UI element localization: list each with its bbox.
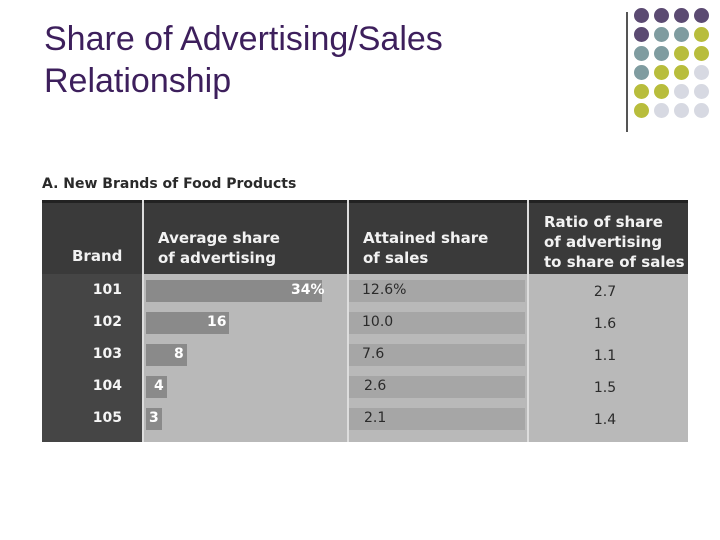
sales-share-value: 2.1: [364, 410, 387, 426]
decorative-dot: [674, 103, 689, 118]
header-adv-line: of advertising: [158, 249, 277, 267]
advertising-share-bar: [146, 376, 167, 398]
sales-share-cell: [349, 312, 525, 334]
decorative-dot: [654, 46, 669, 61]
advertising-share-label: 34%: [291, 282, 325, 298]
column-divider: [527, 200, 529, 442]
header-brand-text: Brand: [72, 247, 123, 265]
header-sales-line: Attained share: [363, 229, 489, 247]
header-adv-line: Average share: [158, 229, 280, 247]
header-advertising-share: Average share of advertising: [158, 228, 280, 268]
decorative-dot: [634, 46, 649, 61]
decorative-dot: [654, 27, 669, 42]
sales-share-value: 2.6: [364, 378, 387, 394]
decorative-dot-grid: [634, 8, 718, 124]
sales-share-value: 12.6%: [362, 282, 407, 298]
ratio-value: 1.6: [593, 316, 617, 332]
decorative-dot: [674, 65, 689, 80]
decorative-dot: [694, 27, 709, 42]
decorative-dot: [694, 46, 709, 61]
decorative-dot: [674, 8, 689, 23]
decorative-dot: [654, 65, 669, 80]
advertising-share-label: 16: [207, 314, 227, 330]
ratio-value: 2.7: [593, 284, 617, 300]
decorative-dot: [634, 103, 649, 118]
decorative-dot: [634, 8, 649, 23]
decorative-dot: [634, 27, 649, 42]
sales-share-cell: [349, 376, 525, 398]
decorative-dot: [654, 84, 669, 99]
column-divider: [142, 200, 144, 442]
header-brand: Brand: [72, 246, 122, 266]
header-ratio-line: Ratio of share: [544, 213, 663, 231]
header-sales-line: of sales: [363, 249, 429, 267]
advertising-share-label: 3: [149, 410, 159, 426]
header-ratio: Ratio of share of advertising to share o…: [544, 212, 685, 272]
advertising-share-label: 4: [154, 378, 164, 394]
decorative-dot: [634, 65, 649, 80]
brand-number: 104: [92, 378, 122, 394]
advertising-share-bar: [146, 408, 162, 430]
sales-share-value: 7.6: [362, 346, 385, 362]
decorative-dot: [674, 46, 689, 61]
sales-share-value: 10.0: [362, 314, 394, 330]
data-table-image: Brand Average share of advertising Attai…: [42, 200, 688, 442]
slide-title: Share of Advertising/Sales Relationship: [44, 18, 584, 102]
brand-number: 105: [92, 410, 122, 426]
decorative-dot: [694, 8, 709, 23]
title-line-2: Relationship: [44, 62, 232, 100]
sales-share-cell: [349, 344, 525, 366]
decorative-divider: [626, 12, 628, 132]
decorative-dot: [694, 65, 709, 80]
decorative-dot: [654, 103, 669, 118]
column-divider: [347, 200, 349, 442]
decorative-dot: [634, 84, 649, 99]
decorative-dot: [694, 103, 709, 118]
decorative-dot: [674, 84, 689, 99]
brand-number: 102: [92, 314, 122, 330]
header-band: [42, 200, 688, 274]
brand-number: 103: [92, 346, 122, 362]
table-top-rule: [42, 200, 688, 203]
title-line-1: Share of Advertising/Sales: [44, 20, 443, 58]
ratio-value: 1.4: [593, 412, 617, 428]
brand-number: 101: [92, 282, 122, 298]
decorative-dot: [654, 8, 669, 23]
advertising-share-label: 8: [174, 346, 184, 362]
sales-share-cell: [349, 280, 525, 302]
decorative-dot: [674, 27, 689, 42]
ratio-value: 1.1: [593, 348, 617, 364]
header-ratio-line: of advertising: [544, 233, 663, 251]
ratio-value: 1.5: [593, 380, 617, 396]
header-ratio-line: to share of sales: [544, 253, 685, 271]
advertising-share-bar: [146, 312, 229, 334]
header-sales-share: Attained share of sales: [363, 228, 488, 268]
advertising-share-bar: [146, 344, 187, 366]
decorative-dot: [694, 84, 709, 99]
table-caption: A. New Brands of Food Products: [42, 176, 297, 192]
advertising-share-bar: [146, 280, 322, 302]
sales-share-cell: [349, 408, 525, 430]
brand-column-band: [42, 274, 142, 442]
